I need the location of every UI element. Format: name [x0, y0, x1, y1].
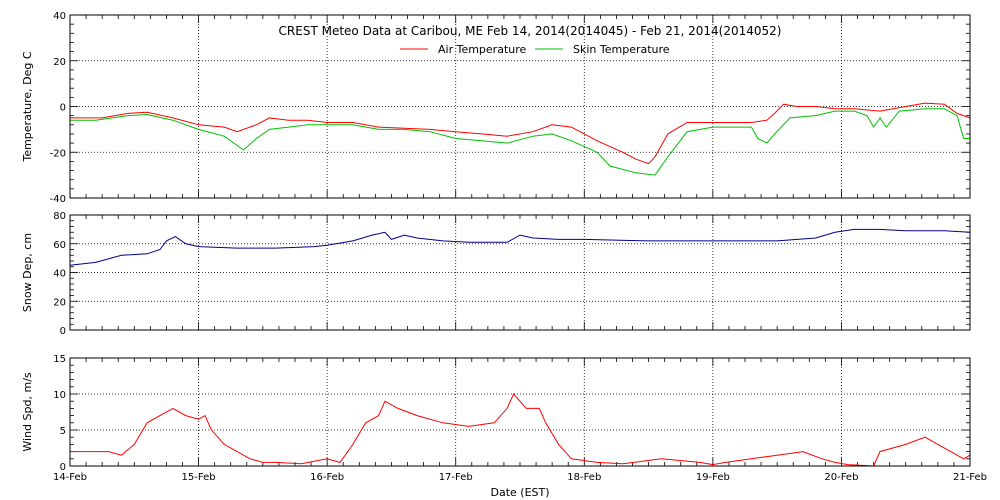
y-axis-title: Snow Dep, cm [21, 233, 34, 312]
y-tick-label: 40 [53, 11, 66, 22]
x-tick-label: 14-Feb [53, 472, 87, 483]
y-tick-label: 80 [53, 211, 66, 222]
x-tick-label: 16-Feb [310, 472, 344, 483]
panel-temperature: -40 -20 0 20 40 Temperature, Deg C Air Tempera… [21, 11, 971, 205]
y-axis-title: Temperature, Deg C [21, 51, 34, 162]
panel-snow: 0 20 40 60 80 Snow Dep, cm [21, 211, 971, 337]
y-tick-label: 20 [53, 297, 66, 308]
legend-label: Skin Temperature [573, 43, 670, 56]
y-tick-label: -20 [50, 148, 66, 159]
y-tick-label: 0 [60, 462, 66, 473]
chart-title: CREST Meteo Data at Caribou, ME Feb 14, … [279, 24, 782, 38]
legend-label: Air Temperature [438, 43, 527, 56]
y-tick-label: 60 [53, 240, 66, 251]
x-tick-label: 15-Feb [182, 472, 216, 483]
series-line-snow-0 [69, 228, 971, 266]
x-tick-label: 21-Feb [953, 472, 987, 483]
y-tick-label: 0 [60, 103, 66, 114]
panel-wind: 0 5 10 15 Wind Spd, m/s [21, 354, 971, 473]
y-tick-label: 15 [53, 354, 66, 365]
panel-frame [69, 14, 971, 199]
y-tick-label: 0 [60, 326, 66, 337]
x-tick-label: 19-Feb [696, 472, 730, 483]
chart-panels: -40 -20 0 20 40 Temperature, Deg C Air Tempera… [21, 11, 987, 483]
y-tick-label: 40 [53, 269, 66, 280]
y-tick-label: 5 [60, 426, 66, 437]
y-axis-title: Wind Spd, m/s [21, 372, 34, 452]
x-tick-label: 20-Feb [824, 472, 858, 483]
x-tick-label: 17-Feb [439, 472, 473, 483]
series-line-temperature-0 [70, 102, 971, 165]
series-line-temperature-1 [70, 108, 970, 176]
x-axis-title: Date (EST) [490, 486, 549, 499]
panel-frame [69, 214, 971, 331]
panel-frame [69, 357, 971, 467]
y-tick-label: 10 [53, 390, 66, 401]
series-line-wind-0 [70, 393, 971, 467]
y-tick-label: 20 [53, 57, 66, 68]
y-tick-label: -40 [50, 194, 66, 205]
x-tick-label: 18-Feb [567, 472, 601, 483]
